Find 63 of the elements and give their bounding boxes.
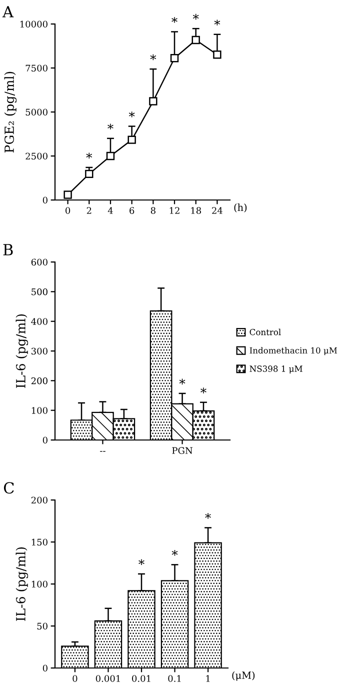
y-tick-label: 5000 [26,108,48,116]
x-tick-label: 24 [212,207,222,214]
x-axis-title: (μM) [232,671,255,681]
x-tick-label: 1 [206,675,210,682]
annotation: * [172,17,178,23]
point [64,190,72,199]
y-tick-label: 400 [31,318,48,325]
annotation: * [150,54,156,60]
legend-label: Control [250,328,281,336]
point [170,54,179,62]
x-tick-label: 18 [191,207,201,214]
legend-label: Indomethacin 10 μM [250,347,337,356]
y-axis-title: IL-6 (pg/ml) [16,314,28,388]
legend-label: NS398 1 μM [250,366,302,374]
x-tick-label: 0.1 [168,675,181,682]
y-tick-label: 100 [32,407,48,414]
point [213,50,222,59]
x-tick-label: 8 [150,207,156,214]
point [106,152,115,160]
x-tick-label: 4 [108,207,113,214]
x-tick-label: 0.001 [96,675,120,682]
chart-title: B [3,244,13,256]
point [128,136,136,144]
y-tick-label: 100 [32,580,48,588]
y-tick-label: 500 [32,288,48,296]
y-tick-label: 2500 [26,152,48,160]
x-tick-label: 2 [86,207,92,214]
annotation: * [128,112,135,118]
annotation: * [214,20,220,26]
y-tick-label: 0 [42,196,48,204]
point [85,170,94,178]
y-axis-title: PGE₂ (pg/ml) [4,72,17,152]
x-axis-title: (h) [234,204,247,212]
x-tick-label: 12 [170,207,180,214]
y-axis-title: IL-6 (pg/ml) [16,547,28,621]
y-tick-label: 50 [37,622,48,630]
x-tick-label: 0 [66,207,70,214]
y-tick-label: 200 [31,496,48,504]
annotation: * [200,388,206,394]
point [149,97,158,106]
point [192,36,200,44]
chart-title: C [4,482,14,494]
y-tick-label: 10000 [20,20,48,28]
x-tick-label: 0 [72,675,78,682]
annotation: * [192,14,199,20]
x-tick-label: -- [100,451,106,452]
y-tick-label: 7500 [26,64,48,72]
y-tick-label: 150 [32,538,48,546]
annotation: * [179,378,186,384]
x-tick-label: PGN [172,447,192,454]
chart-title: A [2,6,14,18]
y-tick-label: 200 [31,377,48,384]
annotation: * [138,559,144,565]
annotation: * [205,513,211,519]
y-tick-label: 600 [31,258,48,266]
x-tick-label: 6 [130,207,134,214]
y-tick-label: 300 [32,348,48,355]
annotation: * [108,124,114,130]
annotation: * [172,550,178,556]
y-tick-label: 0 [42,664,48,672]
y-tick-label: 0 [42,436,48,444]
x-tick-label: 0.01 [132,675,150,682]
annotation: * [86,152,92,158]
